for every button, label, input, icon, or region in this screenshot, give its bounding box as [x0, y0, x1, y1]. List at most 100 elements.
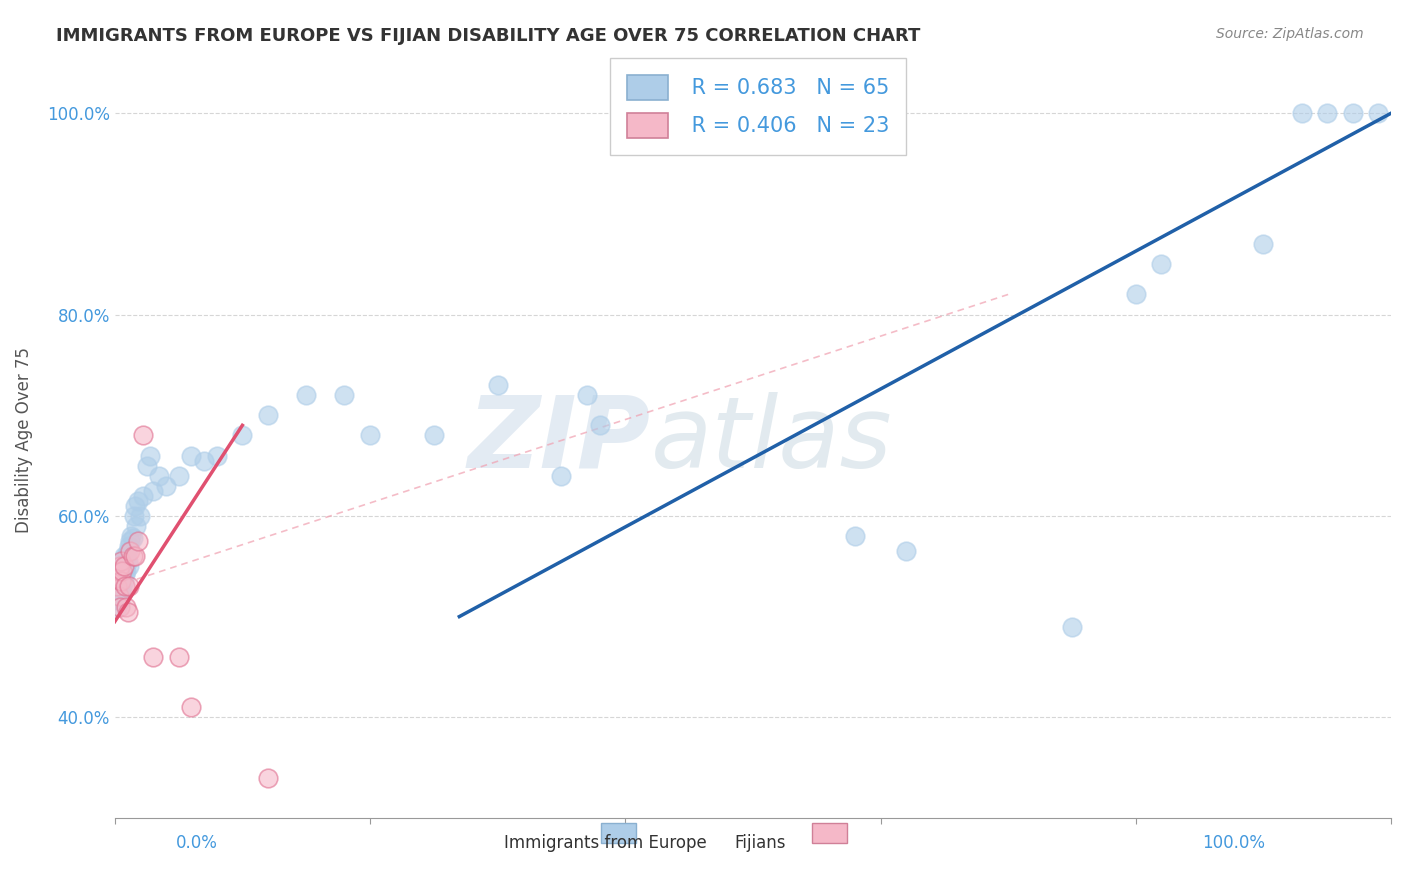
- Point: [124, 549, 146, 564]
- Point: [142, 649, 165, 664]
- Point: [120, 544, 142, 558]
- Point: [148, 468, 170, 483]
- Text: IMMIGRANTS FROM EUROPE VS FIJIAN DISABILITY AGE OVER 75 CORRELATION CHART: IMMIGRANTS FROM EUROPE VS FIJIAN DISABIL…: [56, 27, 921, 45]
- Point: [111, 569, 134, 583]
- Point: [257, 409, 280, 423]
- Point: [118, 579, 141, 593]
- Point: [107, 590, 129, 604]
- Point: [112, 559, 135, 574]
- Point: [124, 499, 146, 513]
- Text: atlas: atlas: [651, 392, 893, 489]
- Point: [231, 428, 253, 442]
- Point: [115, 549, 138, 564]
- Point: [1316, 106, 1339, 120]
- Point: [132, 489, 155, 503]
- Point: [112, 549, 135, 564]
- Point: [107, 564, 129, 578]
- Point: [105, 569, 128, 583]
- Text: 0.0%: 0.0%: [176, 834, 218, 852]
- Point: [117, 605, 139, 619]
- Point: [107, 590, 129, 604]
- Point: [114, 579, 136, 593]
- Point: [127, 534, 149, 549]
- Point: [110, 574, 132, 589]
- Point: [180, 700, 202, 714]
- Point: [110, 554, 132, 568]
- Point: [575, 388, 598, 402]
- Point: [1125, 287, 1147, 301]
- Point: [155, 479, 177, 493]
- Point: [1367, 106, 1389, 120]
- Point: [193, 453, 215, 467]
- Y-axis label: Disability Age Over 75: Disability Age Over 75: [15, 347, 32, 533]
- Point: [114, 554, 136, 568]
- Point: [108, 564, 131, 578]
- Point: [120, 529, 142, 543]
- Point: [110, 559, 132, 574]
- Point: [118, 539, 141, 553]
- Point: [121, 531, 143, 545]
- Text: ZIP: ZIP: [468, 392, 651, 489]
- Point: [114, 559, 136, 574]
- Point: [1253, 237, 1275, 252]
- Point: [110, 574, 132, 589]
- FancyBboxPatch shape: [602, 823, 636, 843]
- Point: [110, 584, 132, 599]
- Point: [1341, 106, 1364, 120]
- Legend:  R = 0.683   N = 65,  R = 0.406   N = 23: R = 0.683 N = 65, R = 0.406 N = 23: [610, 58, 907, 155]
- Point: [115, 564, 138, 578]
- Point: [423, 428, 446, 442]
- Point: [1291, 106, 1313, 120]
- Point: [122, 508, 145, 523]
- Point: [120, 534, 142, 549]
- Point: [127, 493, 149, 508]
- Point: [135, 458, 157, 473]
- Text: 100.0%: 100.0%: [1202, 834, 1265, 852]
- Point: [121, 549, 143, 564]
- Text: Immigrants from Europe: Immigrants from Europe: [503, 834, 706, 852]
- Point: [112, 564, 135, 578]
- FancyBboxPatch shape: [813, 823, 846, 843]
- Point: [111, 582, 134, 596]
- Point: [118, 559, 141, 574]
- Point: [108, 579, 131, 593]
- Point: [105, 579, 128, 593]
- Point: [167, 649, 190, 664]
- Point: [894, 544, 917, 558]
- Point: [114, 567, 136, 582]
- Point: [142, 483, 165, 498]
- Point: [111, 564, 134, 578]
- Point: [589, 418, 612, 433]
- Point: [333, 388, 356, 402]
- Point: [105, 579, 128, 593]
- Point: [117, 554, 139, 568]
- Point: [167, 468, 190, 483]
- Point: [1150, 257, 1173, 271]
- Point: [108, 594, 131, 608]
- Point: [111, 554, 134, 568]
- Point: [125, 519, 148, 533]
- Point: [295, 388, 318, 402]
- Point: [486, 378, 509, 392]
- Point: [115, 599, 138, 614]
- Point: [359, 428, 381, 442]
- Point: [257, 771, 280, 785]
- Text: Fijians: Fijians: [734, 834, 786, 852]
- Point: [108, 559, 131, 574]
- Point: [107, 569, 129, 583]
- Point: [180, 449, 202, 463]
- Point: [844, 529, 866, 543]
- Point: [132, 428, 155, 442]
- Point: [129, 508, 152, 523]
- Point: [108, 599, 131, 614]
- Text: Source: ZipAtlas.com: Source: ZipAtlas.com: [1216, 27, 1364, 41]
- Point: [112, 574, 135, 589]
- Point: [105, 590, 128, 604]
- Point: [117, 544, 139, 558]
- Point: [550, 468, 572, 483]
- Point: [205, 449, 228, 463]
- Point: [1060, 620, 1083, 634]
- Point: [105, 599, 128, 614]
- Point: [139, 449, 162, 463]
- Point: [107, 584, 129, 599]
